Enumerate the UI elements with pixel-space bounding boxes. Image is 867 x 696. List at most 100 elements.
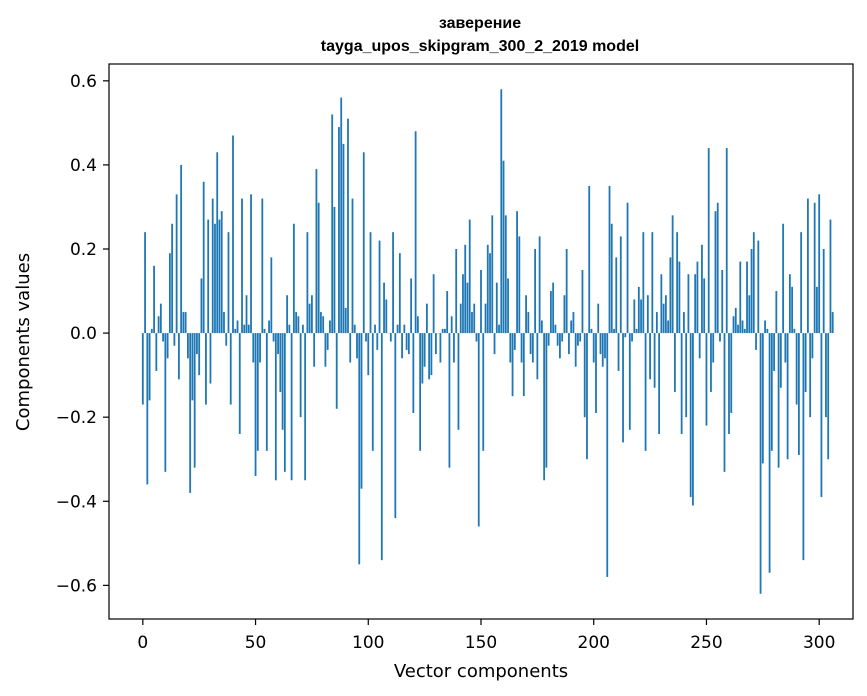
bar — [439, 333, 442, 363]
bar — [536, 333, 539, 380]
bar — [283, 333, 286, 472]
bar — [664, 295, 667, 334]
x-tick-label: 250 — [690, 633, 722, 653]
bar — [238, 333, 241, 434]
bar — [281, 333, 284, 430]
bar — [549, 291, 552, 334]
bar — [353, 324, 356, 334]
y-tick-label: −0.4 — [56, 492, 97, 512]
bar — [193, 333, 196, 468]
bar — [301, 324, 304, 334]
bar — [651, 232, 654, 334]
bar — [376, 333, 379, 350]
bar — [759, 333, 762, 594]
bar — [559, 333, 561, 359]
bar — [543, 333, 546, 481]
bar — [547, 333, 550, 346]
bar — [579, 333, 582, 342]
bar — [660, 274, 663, 334]
bar — [274, 333, 277, 481]
bar — [475, 333, 478, 342]
bar — [500, 89, 503, 334]
bar — [153, 265, 155, 334]
bar — [340, 97, 343, 334]
bar — [775, 291, 778, 334]
bar — [295, 312, 298, 334]
bar — [182, 312, 185, 334]
bar — [367, 333, 370, 376]
bar — [646, 295, 649, 334]
bar — [755, 333, 757, 350]
bar — [175, 194, 178, 334]
bar — [211, 198, 214, 334]
bar — [450, 316, 453, 334]
bar — [658, 333, 661, 434]
bar — [292, 223, 295, 334]
bar — [462, 274, 464, 334]
bar — [698, 333, 701, 359]
bar — [606, 333, 609, 577]
bar — [689, 333, 692, 498]
bar — [241, 198, 243, 334]
bar — [556, 333, 559, 346]
bar — [540, 320, 543, 334]
bar — [827, 333, 830, 460]
bar — [662, 303, 665, 334]
bar — [286, 295, 289, 334]
bar — [719, 333, 721, 342]
bar — [202, 181, 205, 334]
bar — [326, 333, 329, 350]
bar — [245, 295, 248, 334]
bar — [338, 127, 340, 334]
bar — [261, 198, 264, 334]
bar — [655, 312, 658, 334]
bar — [207, 219, 210, 334]
bar — [270, 257, 273, 334]
y-axis-label: Components values — [13, 253, 34, 431]
bar — [687, 274, 690, 334]
bar — [155, 333, 158, 371]
bar — [198, 333, 201, 376]
bar — [563, 295, 566, 334]
bar — [342, 143, 345, 334]
bar — [628, 333, 631, 430]
bar — [162, 333, 165, 342]
bar — [407, 333, 410, 355]
bar — [410, 278, 413, 334]
bar — [667, 320, 670, 334]
bar — [800, 232, 803, 334]
bar — [516, 211, 518, 334]
bar — [511, 333, 514, 397]
bar — [279, 333, 282, 392]
bar — [317, 202, 320, 334]
bar — [200, 278, 203, 334]
bar — [428, 333, 431, 380]
bar — [263, 328, 266, 334]
bar — [471, 312, 473, 334]
bar — [365, 333, 367, 342]
bar — [416, 316, 419, 334]
bar — [166, 333, 169, 359]
bar — [829, 219, 832, 334]
bar — [493, 333, 496, 355]
bar — [187, 333, 189, 359]
bar — [509, 333, 512, 363]
bar — [723, 333, 726, 472]
bar — [401, 333, 403, 359]
bar — [784, 333, 787, 363]
bar — [419, 333, 422, 451]
bar — [522, 333, 525, 397]
bar — [473, 303, 476, 334]
bar — [234, 328, 237, 334]
bar — [259, 333, 261, 363]
ticks-group: 0 50 100 150 200 250 300 −0.6 −0.4 −0.2 0.0 0.2 0.4 0… — [56, 72, 836, 653]
bar — [633, 299, 636, 334]
bar — [617, 333, 620, 371]
bar — [268, 320, 270, 334]
bar — [180, 164, 183, 334]
bar — [572, 312, 575, 334]
bar — [653, 333, 656, 388]
bar — [588, 185, 591, 334]
bar — [468, 219, 471, 334]
bar — [527, 312, 530, 334]
